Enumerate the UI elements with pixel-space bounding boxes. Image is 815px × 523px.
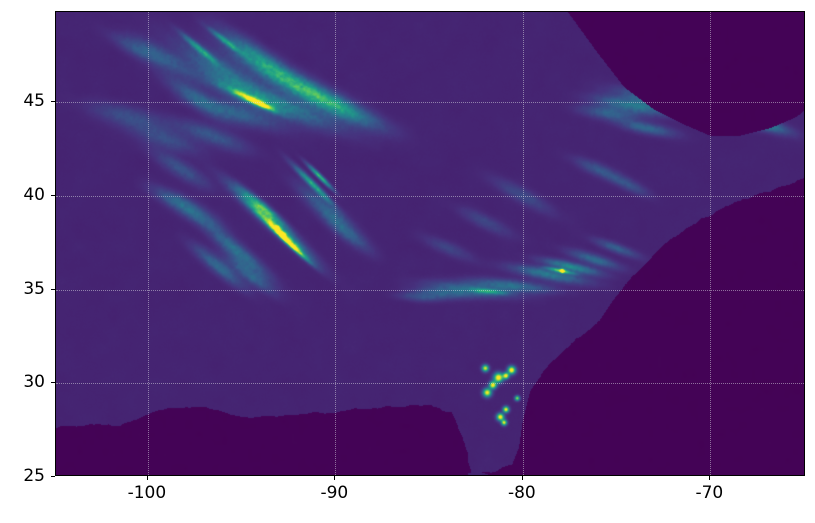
y-tick-label-0: 25 (23, 466, 45, 486)
x-tick-label-3: -70 (695, 483, 724, 503)
y-tick-label-1: 30 (23, 372, 45, 393)
heatmap-axes[interactable] (55, 11, 805, 476)
x-tick-mark-3 (709, 476, 711, 480)
y-tick-label-4: 45 (23, 91, 45, 111)
y-tick-mark-3 (51, 194, 55, 196)
x-tick-label-2: -80 (507, 483, 536, 503)
x-tick-label-0: -100 (127, 483, 167, 503)
y-tick-mark-2 (51, 288, 55, 290)
x-tick-mark-0 (146, 476, 148, 480)
y-tick-mark-1 (51, 382, 55, 384)
y-tick-label-2: 35 (23, 278, 45, 299)
y-tick-label-3: 40 (23, 184, 45, 205)
y-tick-mark-4 (51, 101, 55, 102)
geographic-density-heatmap (56, 12, 804, 475)
x-tick-label-1: -90 (320, 483, 349, 503)
x-tick-mark-2 (521, 476, 523, 480)
y-tick-mark-0 (51, 476, 55, 477)
x-tick-mark-1 (334, 476, 336, 480)
